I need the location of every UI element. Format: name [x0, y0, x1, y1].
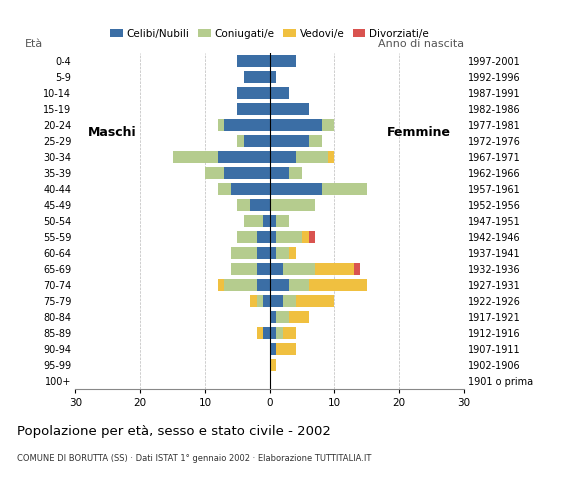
Bar [218, 119, 224, 131]
Bar [270, 278, 289, 291]
Bar [270, 167, 289, 179]
Bar [296, 295, 335, 307]
Bar [263, 215, 270, 227]
Bar [270, 230, 276, 243]
Text: Femmine: Femmine [387, 126, 451, 139]
Bar [257, 278, 270, 291]
Bar [270, 263, 282, 275]
Bar [237, 230, 257, 243]
Bar [270, 295, 282, 307]
Bar [257, 326, 263, 339]
Bar [302, 230, 309, 243]
Bar [289, 311, 309, 323]
Bar [224, 278, 257, 291]
Bar [321, 119, 335, 131]
Bar [270, 71, 276, 83]
Bar [354, 263, 360, 275]
Bar [276, 230, 302, 243]
Bar [270, 359, 276, 371]
Bar [257, 295, 263, 307]
Bar [270, 311, 276, 323]
Bar [321, 182, 367, 195]
Bar [231, 182, 270, 195]
Bar [237, 86, 270, 99]
Bar [282, 326, 296, 339]
Legend: Celibi/Nubili, Coniugati/e, Vedovi/e, Divorziati/e: Celibi/Nubili, Coniugati/e, Vedovi/e, Di… [106, 24, 433, 43]
Bar [309, 278, 367, 291]
Bar [270, 103, 309, 115]
Bar [309, 134, 321, 147]
Text: Età: Età [25, 39, 43, 49]
Bar [237, 55, 270, 67]
Bar [173, 151, 218, 163]
Bar [244, 71, 270, 83]
Bar [257, 247, 270, 259]
Bar [282, 263, 315, 275]
Bar [276, 311, 289, 323]
Text: COMUNE DI BORUTTA (SS) · Dati ISTAT 1° gennaio 2002 · Elaborazione TUTTITALIA.IT: COMUNE DI BORUTTA (SS) · Dati ISTAT 1° g… [17, 454, 372, 463]
Bar [218, 182, 231, 195]
Bar [231, 263, 257, 275]
Bar [237, 134, 244, 147]
Bar [251, 199, 270, 211]
Bar [270, 247, 276, 259]
Bar [270, 134, 309, 147]
Bar [328, 151, 335, 163]
Bar [289, 278, 309, 291]
Text: Popolazione per età, sesso e stato civile - 2002: Popolazione per età, sesso e stato civil… [17, 425, 331, 438]
Bar [270, 86, 289, 99]
Text: Maschi: Maschi [88, 126, 137, 139]
Bar [309, 230, 315, 243]
Bar [205, 167, 224, 179]
Bar [270, 119, 321, 131]
Bar [237, 103, 270, 115]
Bar [270, 199, 315, 211]
Bar [276, 326, 282, 339]
Bar [270, 182, 321, 195]
Bar [276, 215, 289, 227]
Bar [270, 151, 296, 163]
Bar [263, 326, 270, 339]
Text: Anno di nascita: Anno di nascita [378, 39, 464, 49]
Bar [270, 215, 276, 227]
Bar [231, 247, 257, 259]
Bar [315, 263, 354, 275]
Bar [289, 167, 302, 179]
Bar [282, 295, 296, 307]
Bar [289, 247, 296, 259]
Bar [296, 151, 328, 163]
Bar [218, 278, 224, 291]
Bar [244, 134, 270, 147]
Bar [218, 151, 270, 163]
Bar [257, 230, 270, 243]
Bar [276, 343, 296, 355]
Bar [276, 247, 289, 259]
Bar [270, 55, 296, 67]
Bar [244, 215, 263, 227]
Bar [251, 295, 257, 307]
Bar [270, 326, 276, 339]
Bar [224, 119, 270, 131]
Bar [270, 343, 276, 355]
Bar [263, 295, 270, 307]
Bar [237, 199, 251, 211]
Bar [224, 167, 270, 179]
Bar [257, 263, 270, 275]
